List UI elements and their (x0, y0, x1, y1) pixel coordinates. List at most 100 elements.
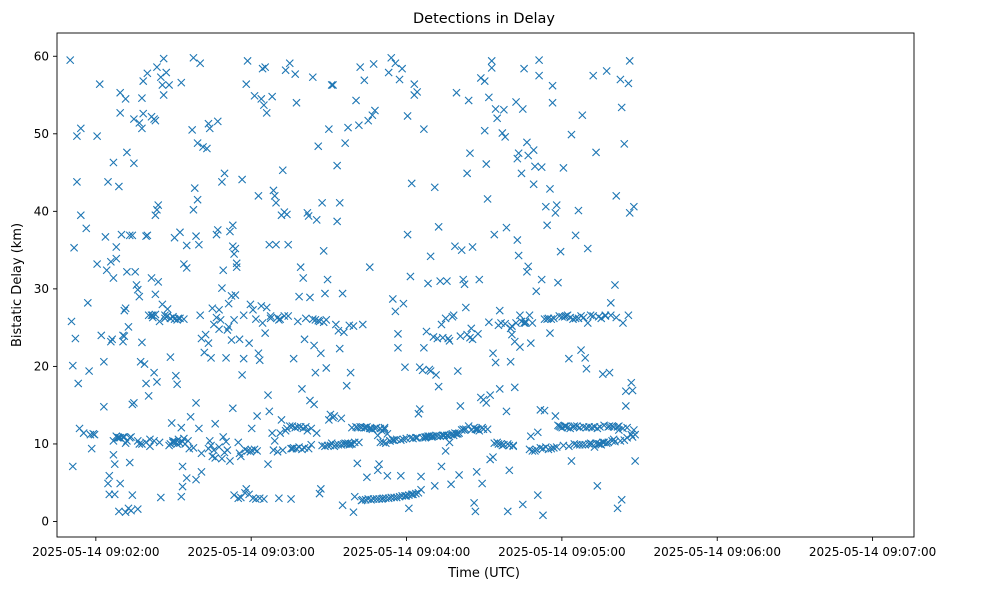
data-point (121, 94, 130, 103)
data-point (417, 472, 426, 481)
data-point (150, 368, 159, 377)
data-point (399, 299, 408, 308)
data-point (136, 357, 145, 366)
data-point (285, 422, 294, 431)
data-point (510, 383, 519, 392)
x-tick-label: 2025-05-14 09:02:00 (32, 545, 159, 559)
data-point (337, 414, 346, 423)
data-point (529, 146, 538, 155)
data-point (207, 353, 216, 362)
data-point (305, 293, 314, 302)
data-point (342, 381, 351, 390)
data-point (99, 357, 108, 366)
data-point (293, 317, 302, 326)
data-point (76, 211, 85, 220)
data-point (506, 357, 515, 366)
data-point (284, 312, 293, 321)
data-point (266, 314, 275, 323)
data-point (85, 367, 94, 376)
data-point (196, 59, 205, 68)
data-point (196, 311, 205, 320)
data-point (249, 494, 257, 503)
y-axis-label: Bistatic Delay (km) (10, 223, 25, 347)
data-point (551, 208, 560, 217)
data-point (528, 319, 537, 327)
data-point (215, 325, 224, 334)
data-point (177, 423, 186, 432)
data-point (101, 232, 110, 241)
data-point (159, 91, 168, 100)
data-point (602, 439, 611, 448)
data-point (304, 212, 313, 220)
data-point (493, 114, 502, 123)
data-point (390, 436, 399, 445)
data-point (346, 368, 355, 377)
data-point (370, 106, 379, 115)
data-point (349, 322, 358, 331)
data-point (461, 303, 470, 312)
data-point (538, 511, 547, 520)
data-point (112, 243, 121, 251)
data-point (465, 149, 474, 158)
data-point (87, 444, 96, 453)
data-point (308, 73, 317, 82)
data-point (182, 474, 191, 483)
data-point (411, 433, 420, 442)
data-point (582, 364, 591, 373)
data-point (193, 195, 202, 204)
data-point (208, 304, 217, 313)
data-point (207, 441, 216, 450)
data-point (490, 230, 499, 239)
data-point (139, 77, 148, 86)
data-point (189, 53, 198, 62)
data-point (349, 508, 358, 517)
data-point (415, 405, 424, 414)
data-point (610, 281, 619, 289)
data-point (129, 115, 138, 124)
data-point (517, 169, 526, 178)
data-point (120, 306, 129, 315)
data-point (232, 263, 241, 272)
data-point (533, 428, 542, 437)
data-point (338, 501, 347, 510)
data-point (624, 79, 633, 88)
data-point (179, 315, 188, 324)
y-tick-label: 30 (34, 282, 49, 296)
data-point (482, 398, 491, 407)
data-point (320, 289, 329, 298)
data-point (597, 314, 606, 323)
data-point (624, 311, 633, 320)
data-point (399, 435, 408, 444)
data-point (189, 443, 198, 452)
data-point (424, 279, 433, 288)
data-point (129, 159, 138, 168)
data-point (418, 366, 427, 375)
data-point (318, 198, 327, 207)
data-point (620, 139, 629, 148)
data-point (268, 92, 277, 101)
data-point (276, 429, 285, 438)
data-point (430, 481, 439, 490)
data-point (242, 80, 251, 89)
data-point (297, 384, 306, 393)
data-point (333, 161, 342, 170)
data-point (592, 148, 601, 157)
data-point (151, 116, 160, 125)
data-point (464, 422, 473, 431)
data-point (257, 94, 266, 103)
data-point (535, 56, 544, 65)
data-point (487, 63, 496, 72)
data-point (621, 387, 630, 396)
data-point (151, 211, 160, 220)
data-point (316, 349, 325, 358)
data-point (515, 343, 524, 352)
data-point (213, 117, 222, 126)
data-point (182, 263, 191, 272)
data-points (66, 53, 640, 520)
data-point (219, 266, 228, 275)
data-point (272, 240, 281, 249)
data-point (197, 467, 206, 476)
data-point (152, 205, 161, 214)
data-point (541, 202, 550, 211)
